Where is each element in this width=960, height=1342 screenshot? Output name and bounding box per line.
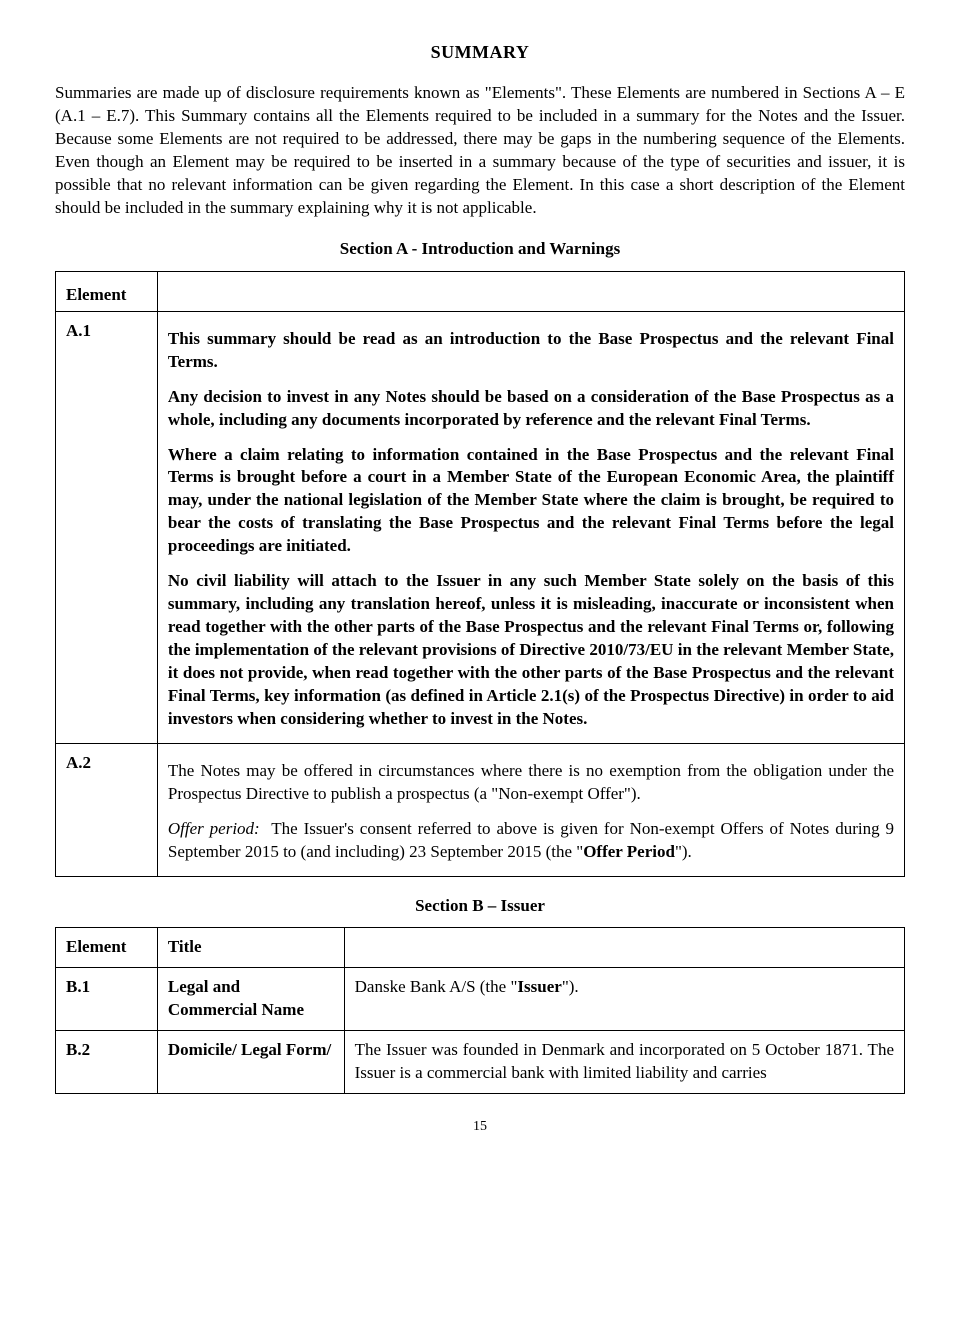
col-header-element: Element — [56, 928, 158, 968]
a1-para1: This summary should be read as an introd… — [168, 328, 894, 374]
col-header-blank — [344, 928, 904, 968]
summary-title: SUMMARY — [55, 40, 905, 64]
section-b-header: Section B – Issuer — [55, 895, 905, 918]
element-desc-cell: This summary should be read as an introd… — [157, 311, 904, 743]
intro-paragraph: Summaries are made up of disclosure requ… — [55, 82, 905, 220]
page-number: 15 — [55, 1118, 905, 1137]
col-header-blank — [157, 271, 904, 311]
element-id: A.2 — [56, 743, 158, 876]
col-header-element: Element — [56, 271, 158, 311]
a2-para2: Offer period: The Issuer's consent refer… — [168, 818, 894, 864]
element-desc-cell: The Notes may be offered in circumstance… — [157, 743, 904, 876]
col-header-title: Title — [157, 928, 344, 968]
section-a-header: Section A - Introduction and Warnings — [55, 238, 905, 261]
element-desc: Danske Bank A/S (the "Issuer"). — [344, 968, 904, 1031]
element-title: Legal and Commercial Name — [157, 968, 344, 1031]
element-title: Domicile/ Legal Form/ — [157, 1031, 344, 1094]
a1-para4: No civil liability will attach to the Is… — [168, 570, 894, 731]
section-a-table: Element A.1 This summary should be read … — [55, 271, 905, 877]
element-desc: The Issuer was founded in Denmark and in… — [344, 1031, 904, 1094]
element-id: B.1 — [56, 968, 158, 1031]
element-id: B.2 — [56, 1031, 158, 1094]
a1-para3: Where a claim relating to information co… — [168, 444, 894, 559]
a2-para1: The Notes may be offered in circumstance… — [168, 760, 894, 806]
element-id: A.1 — [56, 311, 158, 743]
section-b-table: Element Title B.1 Legal and Commercial N… — [55, 927, 905, 1094]
a1-para2: Any decision to invest in any Notes shou… — [168, 386, 894, 432]
